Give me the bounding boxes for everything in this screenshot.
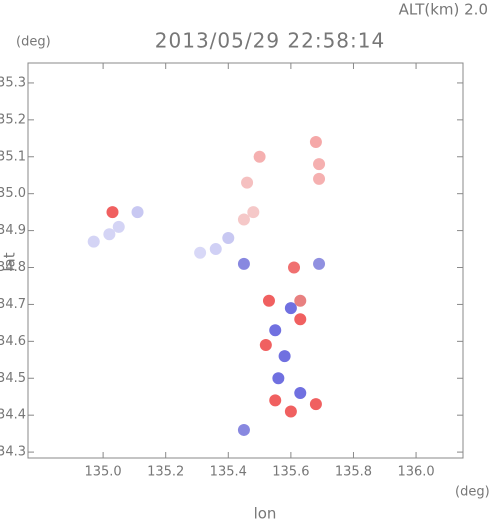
- echo-point: [253, 150, 266, 163]
- y-axis-label: lat: [1, 252, 19, 271]
- y-tick-label: 34.4: [0, 408, 26, 423]
- echo-point: [294, 387, 307, 400]
- echo-point: [247, 206, 260, 219]
- y-tick-label: 34.7: [0, 297, 26, 312]
- y-tick-label: 35.2: [0, 112, 26, 127]
- echo-point: [237, 257, 250, 270]
- echo-point: [209, 243, 222, 256]
- x-tick-label: 136.0: [397, 465, 434, 480]
- chart-title: 2013/05/29 22:58:14: [155, 29, 385, 53]
- x-tick-label: 135.0: [84, 465, 121, 480]
- y-tick-label: 35.1: [0, 149, 26, 164]
- echo-point: [313, 158, 326, 171]
- y-tick-label: 35.0: [0, 186, 26, 201]
- plot-frame: [27, 62, 464, 459]
- echo-point: [288, 261, 301, 274]
- y-tick-label: 35.3: [0, 75, 26, 90]
- echo-point: [237, 423, 250, 436]
- echo-point: [284, 302, 297, 315]
- echo-point: [106, 206, 119, 219]
- x-tick-label: 135.4: [210, 465, 247, 480]
- y-tick-label: 34.9: [0, 223, 26, 238]
- x-tick-label: 135.2: [147, 465, 184, 480]
- echo-point: [284, 405, 297, 418]
- echo-point: [103, 228, 116, 241]
- chart-subtitle: ALT(km) 2.0: [399, 1, 488, 19]
- echo-point: [269, 324, 282, 337]
- x-tick-label: 135.6: [272, 465, 309, 480]
- echo-point: [269, 394, 282, 407]
- echo-point: [309, 136, 322, 148]
- echo-point: [87, 235, 100, 248]
- x-tick-label: 135.8: [335, 465, 372, 480]
- echo-point: [309, 398, 322, 411]
- echo-point: [259, 339, 272, 352]
- echo-point: [241, 176, 254, 189]
- echo-point: [131, 206, 144, 219]
- y-tick-label: 34.5: [0, 371, 26, 386]
- y-tick-label: 34.8: [0, 260, 26, 275]
- echo-point: [313, 172, 326, 185]
- x-unit: (deg): [455, 485, 490, 500]
- echo-point: [272, 372, 285, 385]
- x-axis-label: lon: [254, 505, 277, 521]
- echo-point: [278, 350, 291, 363]
- echo-point: [112, 220, 125, 233]
- echo-point: [237, 213, 250, 226]
- echo-point: [313, 257, 326, 270]
- echo-point: [294, 294, 307, 307]
- y-tick-label: 34.6: [0, 334, 26, 349]
- echo-point: [262, 294, 275, 307]
- echo-point: [294, 313, 307, 326]
- echo-point: [222, 231, 235, 244]
- echo-point: [194, 246, 207, 259]
- y-tick-label: 34.3: [0, 445, 26, 460]
- y-unit: (deg): [16, 35, 51, 50]
